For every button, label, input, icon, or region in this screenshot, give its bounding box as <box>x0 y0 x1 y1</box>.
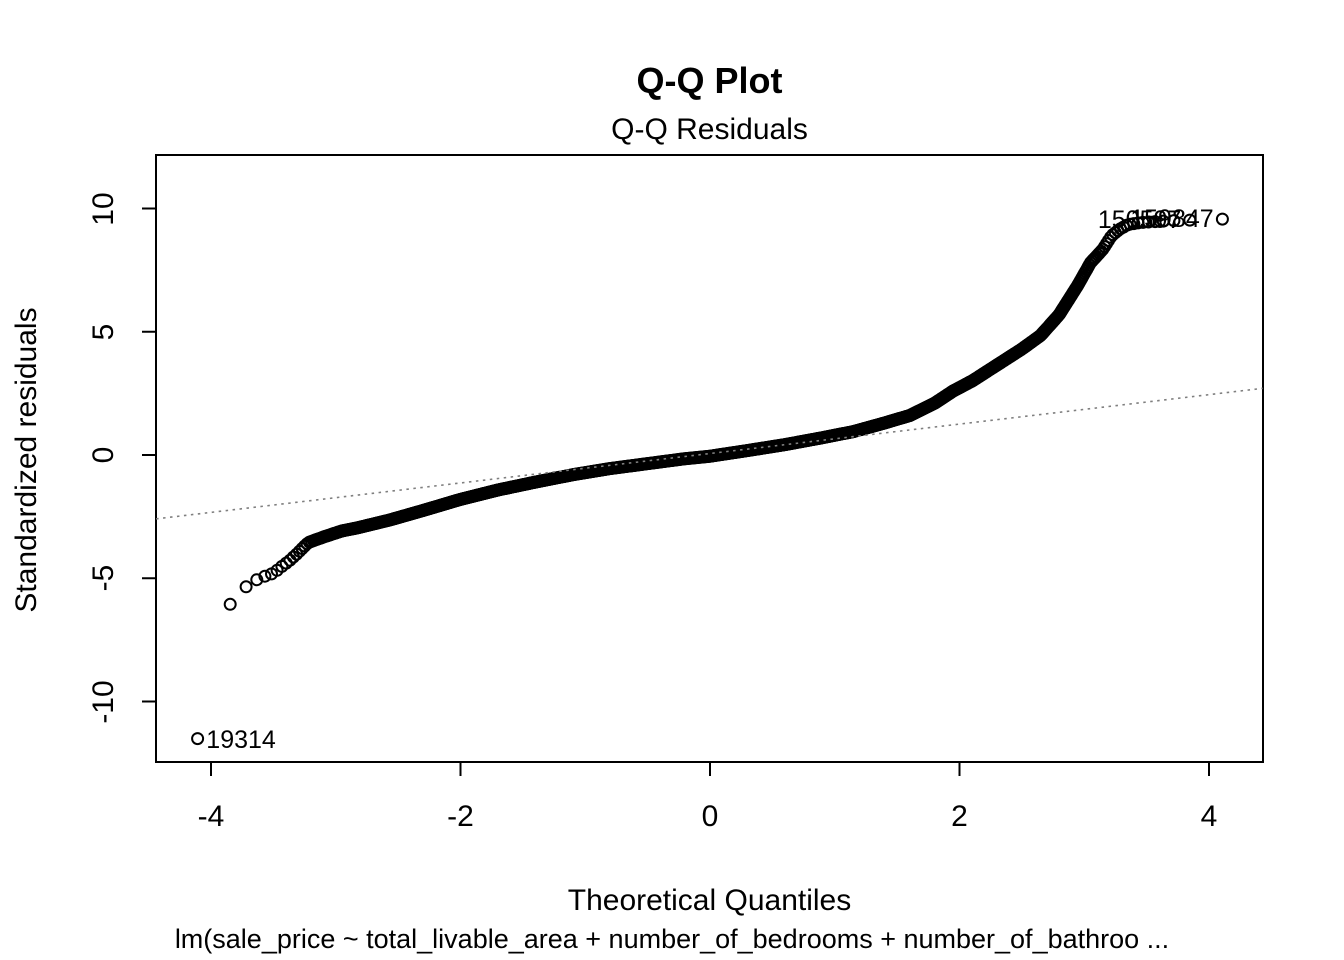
model-caption: lm(sale_price ~ total_livable_area + num… <box>174 924 1170 954</box>
plot-border <box>155 154 1264 763</box>
y-axis-ticks <box>142 207 155 703</box>
y-tick-label: 10 <box>87 191 120 226</box>
outlier-label: 159847 <box>1130 205 1213 233</box>
qq-points <box>191 212 1229 746</box>
x-tick-label: -2 <box>447 800 474 833</box>
x-tick-label: -4 <box>197 800 225 833</box>
y-tick-label: -5 <box>87 564 120 592</box>
plot-subtitle: Q-Q Residuals <box>611 113 808 146</box>
x-tick-label: 2 <box>951 800 968 833</box>
x-tick-label: 0 <box>701 800 719 833</box>
y-tick-label: 5 <box>87 323 120 341</box>
outlier-label: 150597 <box>1098 206 1181 234</box>
outlier-label: 19314 <box>206 726 276 754</box>
y-tick-label: 0 <box>87 446 120 464</box>
x-axis-title: Theoretical Quantiles <box>567 884 852 917</box>
plot-title: Q-Q Plot <box>636 60 783 101</box>
y-axis-title: Standardized residuals <box>10 307 43 613</box>
x-axis-ticks <box>210 763 1210 776</box>
y-tick-label: -10 <box>87 679 120 724</box>
x-tick-label: 4 <box>1200 800 1218 833</box>
